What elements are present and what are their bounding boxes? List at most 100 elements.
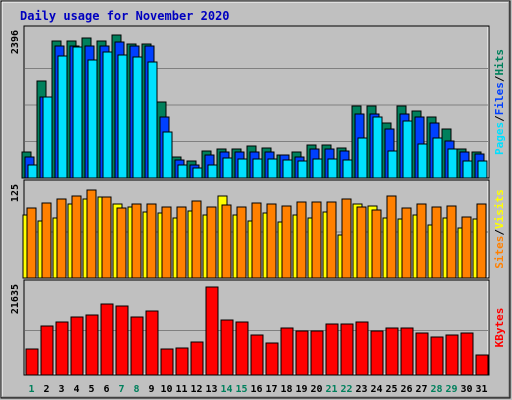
x-tick-day-20: 20 — [310, 384, 322, 395]
ymax-label-hits-files-pages: 2396 — [10, 30, 21, 54]
bar-kbytes-kbytes-day-24 — [370, 330, 384, 376]
bar-hits-files-pages-pages-day-20 — [312, 158, 323, 179]
bar-kbytes-kbytes-day-4 — [70, 316, 84, 376]
bar-visits-sites-sites-day-8 — [131, 203, 142, 279]
bar-visits-sites-sites-day-16 — [251, 202, 262, 279]
legend-kbytes: KBytes — [493, 308, 506, 348]
bar-kbytes-kbytes-day-18 — [280, 327, 294, 376]
bar-kbytes-kbytes-day-29 — [445, 334, 459, 376]
x-tick-day-28: 28 — [430, 384, 442, 395]
bar-hits-files-pages-pages-day-17 — [267, 158, 278, 179]
bar-hits-files-pages-pages-day-16 — [252, 158, 263, 179]
bar-hits-files-pages-pages-day-18 — [282, 159, 293, 179]
bar-kbytes-kbytes-day-22 — [340, 323, 354, 376]
bar-visits-sites-sites-day-13 — [206, 206, 217, 279]
bar-kbytes-kbytes-day-6 — [100, 303, 114, 376]
x-tick-day-30: 30 — [460, 384, 472, 395]
bar-hits-files-pages-pages-day-11 — [177, 164, 188, 179]
bar-visits-sites-sites-day-30 — [461, 216, 472, 279]
bar-visits-sites-sites-day-12 — [191, 200, 202, 279]
x-tick-day-1: 1 — [28, 384, 34, 395]
bar-visits-sites-sites-day-28 — [431, 206, 442, 279]
bar-visits-sites-sites-day-24 — [371, 209, 382, 279]
bar-hits-files-pages-pages-day-25 — [387, 150, 398, 179]
bar-kbytes-kbytes-day-30 — [460, 332, 474, 376]
chart-title: Daily usage for November 2020 — [20, 9, 230, 23]
bar-hits-files-pages-pages-day-31 — [477, 160, 488, 179]
bar-visits-sites-sites-day-22 — [341, 198, 352, 279]
bar-visits-sites-sites-day-21 — [326, 201, 337, 279]
bar-kbytes-kbytes-day-23 — [355, 321, 369, 376]
x-tick-day-14: 14 — [220, 384, 232, 395]
bar-kbytes-kbytes-day-15 — [235, 321, 249, 376]
bar-visits-sites-sites-day-10 — [161, 206, 172, 279]
x-tick-day-21: 21 — [325, 384, 337, 395]
legend-hits-files-pages: Pages/Files/Hits — [493, 49, 506, 155]
bar-visits-sites-sites-day-1 — [26, 207, 37, 279]
x-tick-day-8: 8 — [133, 384, 139, 395]
bar-visits-sites-sites-day-11 — [176, 206, 187, 279]
bar-visits-sites-sites-day-18 — [281, 205, 292, 279]
bar-kbytes-kbytes-day-31 — [475, 354, 489, 376]
bar-kbytes-kbytes-day-7 — [115, 305, 129, 376]
x-tick-day-12: 12 — [190, 384, 202, 395]
bar-hits-files-pages-pages-day-27 — [417, 143, 428, 179]
bar-visits-sites-sites-day-25 — [386, 195, 397, 279]
bar-hits-files-pages-pages-day-1 — [27, 164, 38, 179]
bar-visits-sites-sites-day-23 — [356, 206, 367, 279]
bar-hits-files-pages-pages-day-3 — [57, 55, 68, 179]
bar-kbytes-kbytes-day-21 — [325, 323, 339, 376]
x-tick-day-19: 19 — [295, 384, 307, 395]
bar-hits-files-pages-pages-day-29 — [447, 148, 458, 179]
bar-hits-files-pages-pages-day-9 — [147, 61, 158, 179]
bar-hits-files-pages-pages-day-22 — [342, 159, 353, 179]
bar-kbytes-kbytes-day-25 — [385, 327, 399, 376]
bar-kbytes-kbytes-day-27 — [415, 332, 429, 376]
bar-kbytes-kbytes-day-20 — [310, 330, 324, 376]
bar-visits-sites-sites-day-2 — [41, 202, 52, 279]
x-tick-day-3: 3 — [58, 384, 64, 395]
bar-visits-sites-sites-day-6 — [101, 196, 112, 279]
x-tick-day-24: 24 — [370, 384, 382, 395]
x-tick-day-13: 13 — [205, 384, 217, 395]
bar-hits-files-pages-pages-day-23 — [357, 137, 368, 179]
bar-kbytes-kbytes-day-14 — [220, 319, 234, 376]
bar-hits-files-pages-pages-day-28 — [432, 137, 443, 179]
bar-hits-files-pages-pages-day-8 — [132, 56, 143, 179]
bar-visits-sites-sites-day-15 — [236, 206, 247, 279]
bar-visits-sites-sites-day-31 — [476, 203, 487, 279]
bar-kbytes-kbytes-day-1 — [25, 348, 39, 376]
bar-hits-files-pages-pages-day-2 — [42, 96, 53, 179]
bar-kbytes-kbytes-day-12 — [190, 341, 204, 376]
x-tick-day-23: 23 — [355, 384, 367, 395]
x-tick-day-22: 22 — [340, 384, 352, 395]
bar-hits-files-pages-pages-day-10 — [162, 131, 173, 179]
bar-visits-sites-sites-day-14 — [221, 204, 232, 279]
bar-kbytes-kbytes-day-10 — [160, 348, 174, 376]
bar-hits-files-pages-pages-day-19 — [297, 160, 308, 179]
x-tick-day-27: 27 — [415, 384, 427, 395]
x-tick-day-31: 31 — [475, 384, 487, 395]
bar-visits-sites-sites-day-7 — [116, 207, 127, 279]
bar-visits-sites-sites-day-9 — [146, 203, 157, 279]
bar-hits-files-pages-pages-day-24 — [372, 116, 383, 179]
bar-kbytes-kbytes-day-13 — [205, 286, 219, 376]
x-tick-day-15: 15 — [235, 384, 247, 395]
x-tick-day-7: 7 — [118, 384, 124, 395]
ymax-label-visits-sites: 125 — [10, 184, 21, 202]
x-tick-day-6: 6 — [103, 384, 109, 395]
bar-kbytes-kbytes-day-19 — [295, 330, 309, 376]
bar-visits-sites-sites-day-29 — [446, 205, 457, 279]
bar-kbytes-kbytes-day-5 — [85, 314, 99, 376]
bar-visits-sites-sites-day-19 — [296, 201, 307, 279]
bar-hits-files-pages-pages-day-12 — [192, 167, 203, 179]
bar-kbytes-kbytes-day-11 — [175, 347, 189, 376]
x-tick-day-16: 16 — [250, 384, 262, 395]
x-tick-day-29: 29 — [445, 384, 457, 395]
bar-hits-files-pages-pages-day-13 — [207, 164, 218, 179]
bar-hits-files-pages-pages-day-30 — [462, 160, 473, 179]
bar-visits-sites-sites-day-20 — [311, 201, 322, 279]
bar-kbytes-kbytes-day-2 — [40, 325, 54, 376]
bar-kbytes-kbytes-day-26 — [400, 327, 414, 376]
